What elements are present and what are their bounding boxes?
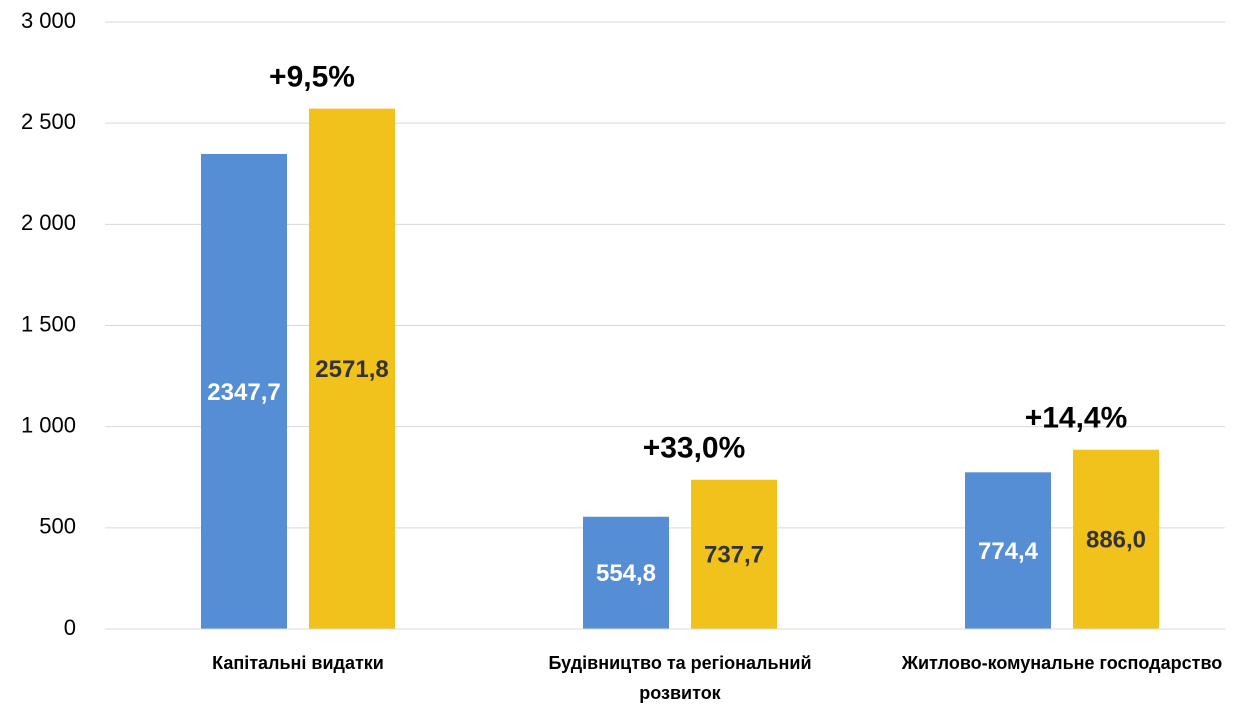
x-tick-label: Житлово-комунальне господарство	[901, 653, 1223, 673]
bar	[691, 479, 777, 629]
y-tick-label: 2 500	[21, 109, 76, 134]
data-label: 554,8	[596, 560, 656, 587]
x-tick-label: Будівництво та регіональний розвиток	[548, 653, 812, 703]
bar	[1073, 449, 1159, 629]
y-tick-label: 2 000	[21, 210, 76, 235]
annotation: +33,0%	[643, 432, 746, 465]
annotation: +14,4%	[1025, 402, 1128, 435]
annotation: +9,5%	[269, 61, 355, 94]
data-label: 737,7	[704, 542, 764, 569]
data-label: 2571,8	[315, 356, 388, 383]
bar	[201, 153, 287, 629]
bar	[965, 472, 1051, 629]
data-label: 2347,7	[207, 379, 280, 406]
x-tick-label: Капітальні видатки	[212, 653, 384, 673]
bar	[309, 108, 395, 629]
y-tick-label: 3 000	[21, 8, 76, 33]
data-label: 886,0	[1086, 527, 1146, 554]
y-tick-label: 1 500	[21, 311, 76, 336]
y-tick-label: 500	[39, 514, 76, 539]
y-tick-label: 0	[64, 615, 76, 640]
bar	[583, 516, 669, 629]
y-tick-label: 1 000	[21, 412, 76, 437]
data-label: 774,4	[978, 538, 1039, 565]
